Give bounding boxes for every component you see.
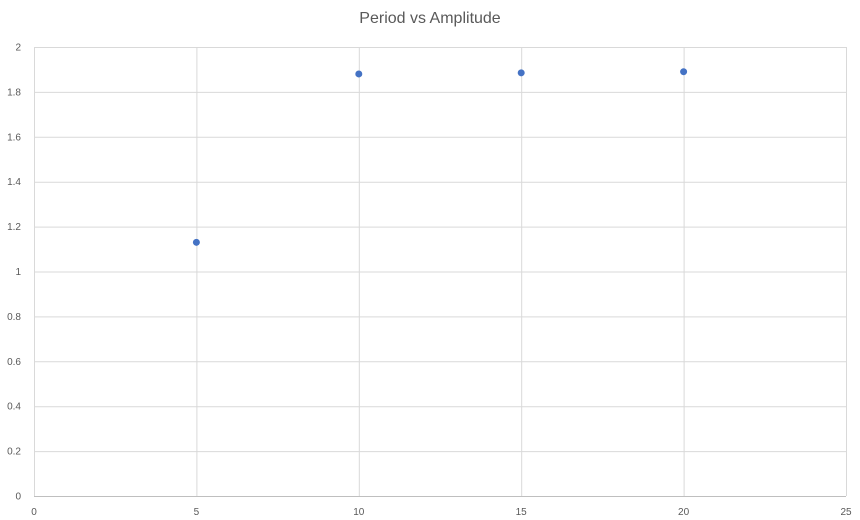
data-point xyxy=(517,69,525,77)
x-tick-label: 15 xyxy=(516,507,528,518)
y-tick-label: 2 xyxy=(15,43,21,54)
x-tick-label: 0 xyxy=(31,507,37,518)
y-tick-label: 0.8 xyxy=(7,312,21,323)
data-point xyxy=(355,70,363,78)
y-tick-label: 1.8 xyxy=(7,87,21,98)
x-tick-label: 25 xyxy=(840,507,852,518)
y-tick-label: 1.2 xyxy=(7,222,21,233)
y-tick-label: 1.6 xyxy=(7,132,21,143)
data-point xyxy=(680,68,688,76)
y-tick-label: 0.6 xyxy=(7,357,21,368)
y-tick-label: 1.4 xyxy=(7,177,21,188)
x-tick-label: 10 xyxy=(353,507,365,518)
y-tick-label: 0.4 xyxy=(7,402,21,413)
data-point xyxy=(192,238,200,246)
y-tick-label: 0.2 xyxy=(7,447,21,458)
x-tick-label: 5 xyxy=(194,507,200,518)
y-tick-label: 1 xyxy=(15,267,21,278)
x-tick-label: 20 xyxy=(678,507,690,518)
y-tick-label: 0 xyxy=(15,492,21,503)
chart-title: Period vs Amplitude xyxy=(359,10,501,27)
